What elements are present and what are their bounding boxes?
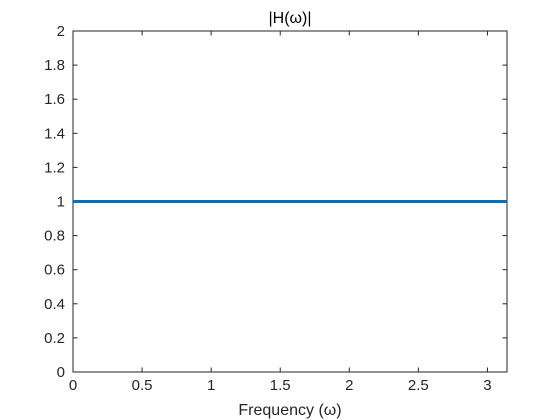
y-tick-label: 0: [57, 364, 65, 381]
y-tick-label: 0.8: [44, 228, 65, 245]
y-tick-label: 1: [57, 194, 65, 211]
y-tick-label: 1.4: [44, 125, 65, 142]
y-tick-label: 2: [57, 23, 65, 40]
chart-title: |H(ω)|: [268, 10, 311, 27]
y-tick-label: 0.2: [44, 330, 65, 347]
plot-area: 0 0.5 1 1.5 2 2.5 3 0 0.2 0.4 0.6 0.8 1 1.2 1.4 1.6 1.8 2: [44, 23, 508, 394]
x-tick-label: 2.5: [408, 377, 429, 394]
x-tick-label: 3: [483, 377, 491, 394]
y-tick-label: 1.6: [44, 91, 65, 108]
x-tick-label: 0.5: [132, 377, 153, 394]
x-tick-label: 2: [345, 377, 353, 394]
y-tick-label: 1.2: [44, 159, 65, 176]
x-tick-label: 1.5: [270, 377, 291, 394]
y-tick-label: 0.6: [44, 262, 65, 279]
x-axis-label: Frequency (ω): [238, 402, 341, 419]
y-tick-label: 0.4: [44, 296, 65, 313]
x-tick-label: 0: [69, 377, 77, 394]
x-tick-label: 1: [207, 377, 215, 394]
y-tick-label: 1.8: [44, 57, 65, 74]
